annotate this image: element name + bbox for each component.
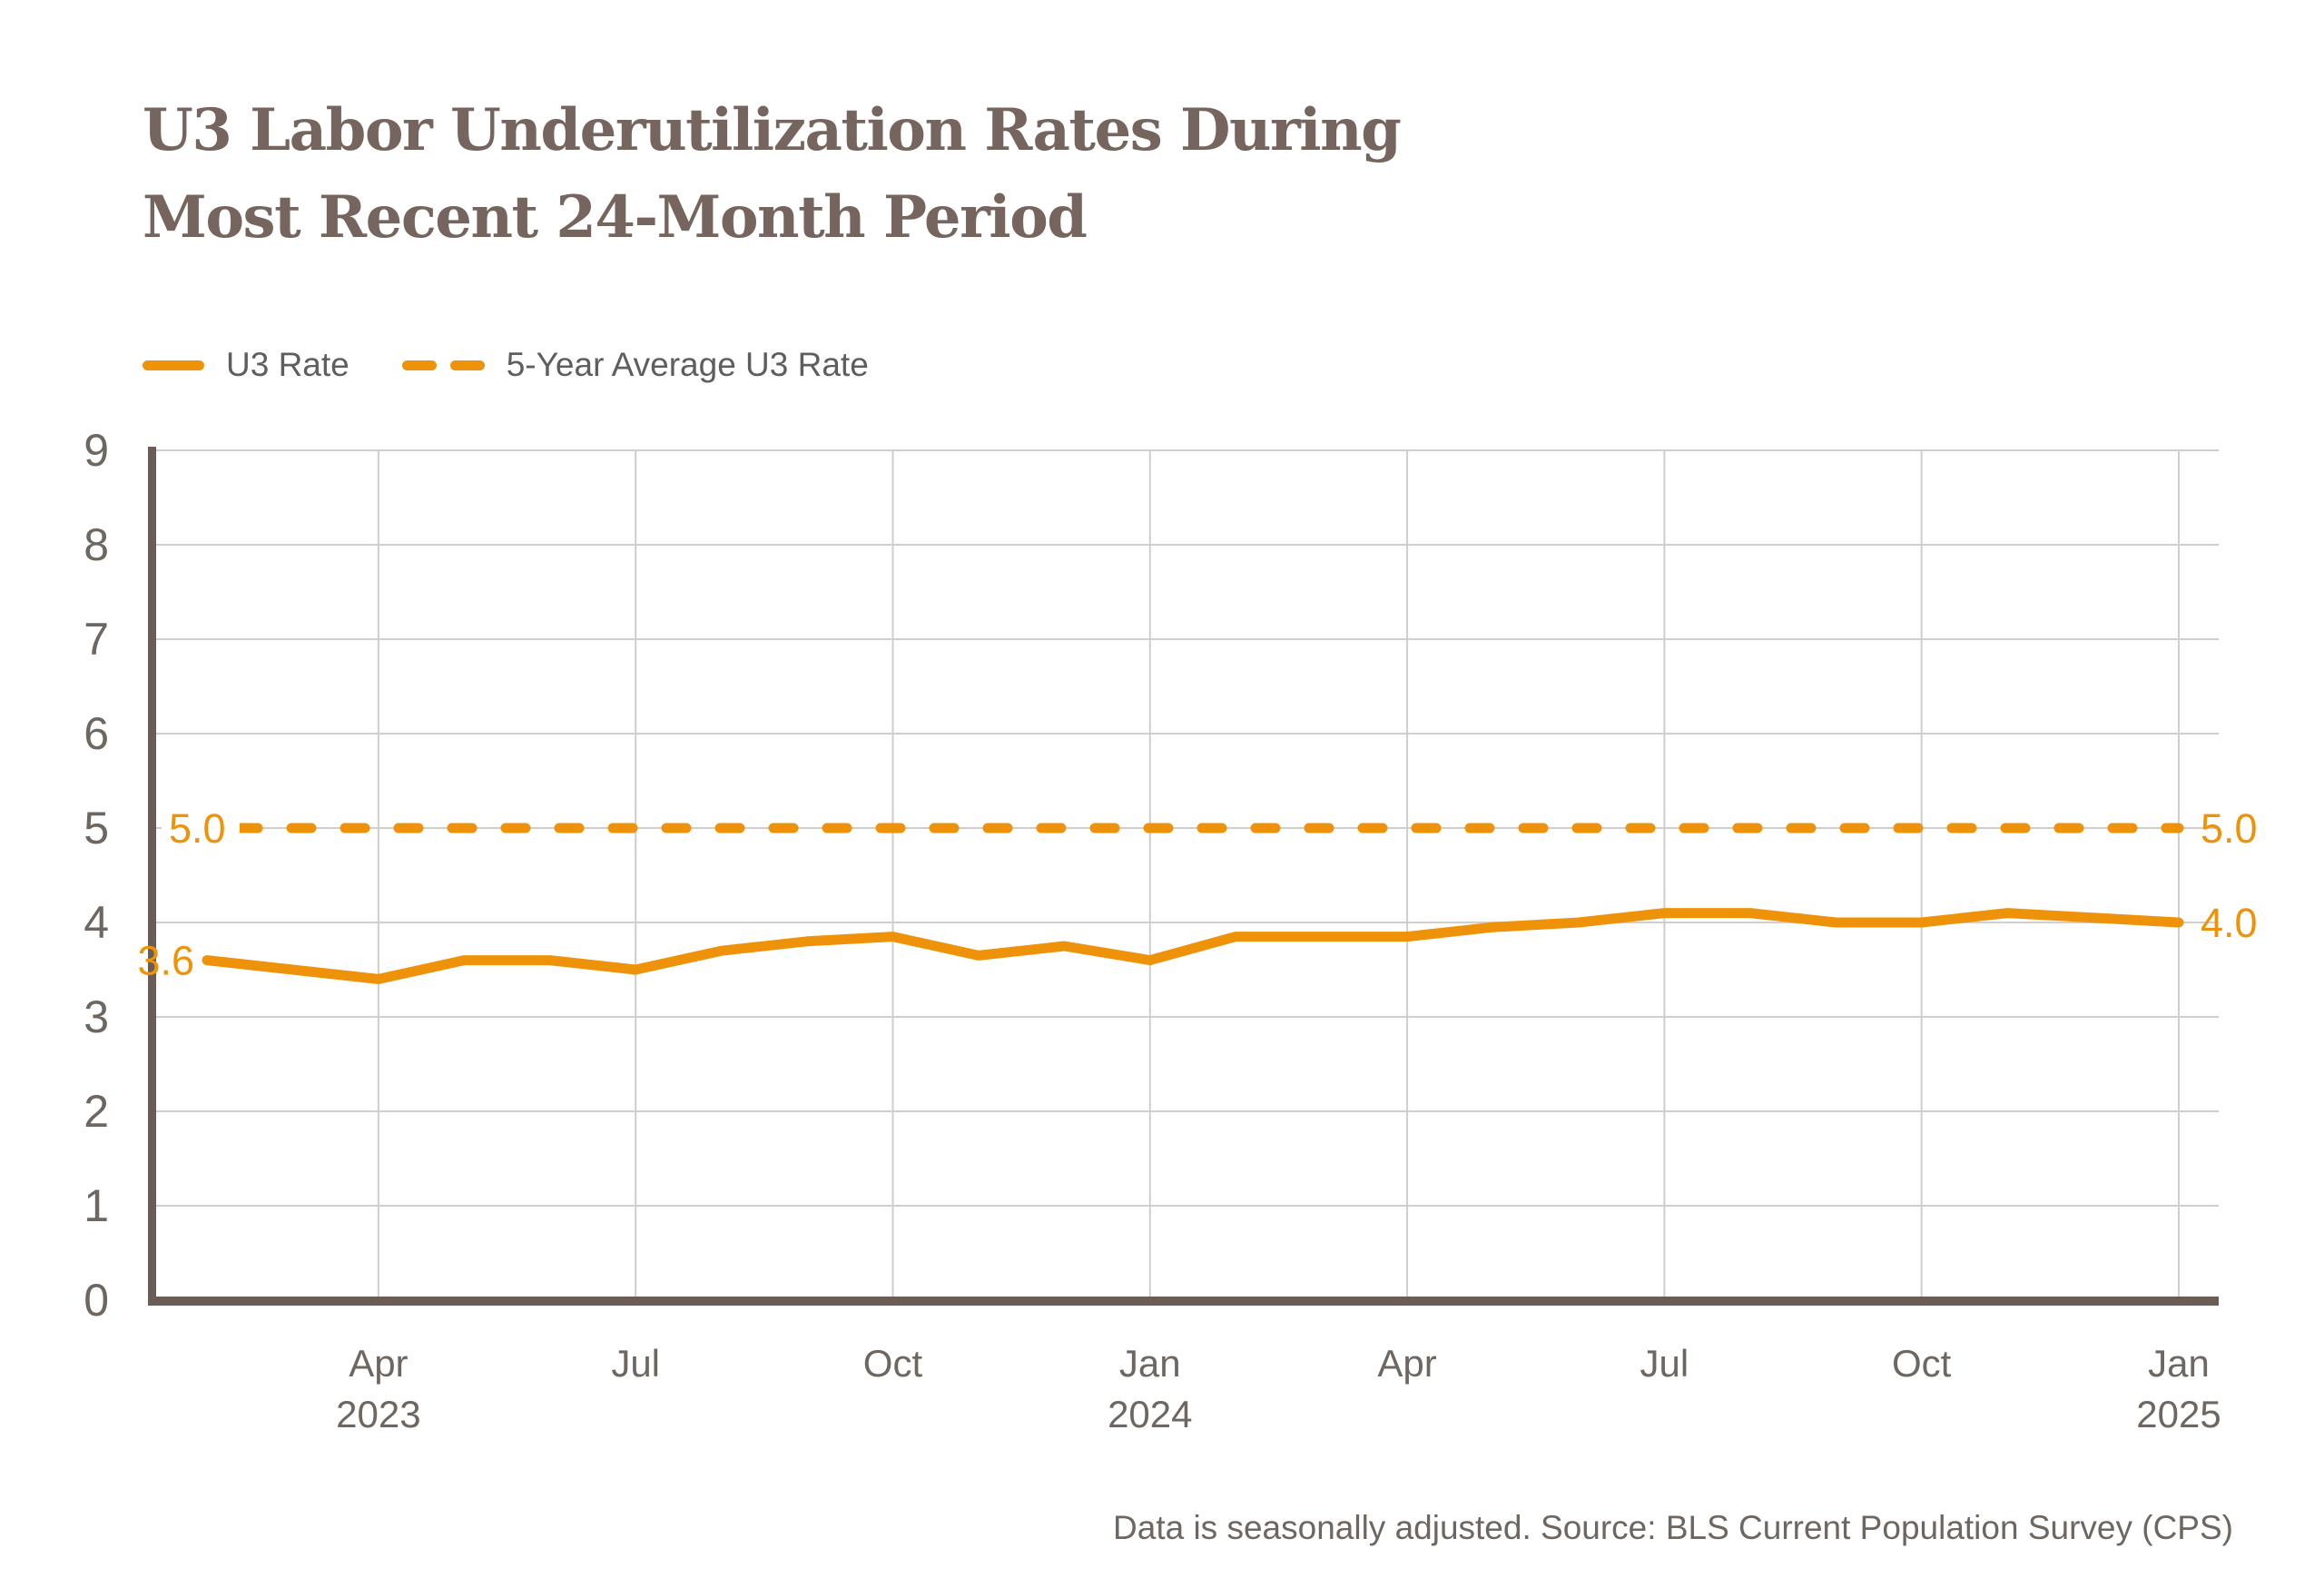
x-tick-label: Jan xyxy=(1119,1342,1181,1385)
y-tick-label: 9 xyxy=(84,425,109,476)
y-tick-label: 2 xyxy=(84,1086,109,1137)
legend-item-u3-rate: U3 Rate xyxy=(143,346,350,384)
y-tick-label: 3 xyxy=(84,991,109,1042)
x-tick-label: Apr xyxy=(349,1342,408,1385)
x-tick-label: Jul xyxy=(611,1342,660,1385)
gridlines xyxy=(148,449,2219,1298)
end-value-label: 4.0 xyxy=(2201,900,2258,946)
x-tick-year-label: 2024 xyxy=(1108,1393,1192,1435)
legend: U3 Rate 5-Year Average U3 Rate xyxy=(143,346,869,384)
x-tick-label: Oct xyxy=(863,1342,923,1385)
y-axis-line xyxy=(148,447,156,1306)
y-tick-label: 1 xyxy=(84,1180,109,1231)
x-tick-label: Apr xyxy=(1377,1342,1436,1385)
avg-value-label-left: 5.0 xyxy=(169,805,226,852)
x-tick-label: Oct xyxy=(1892,1342,1952,1385)
x-axis-labels: Apr 2023 Jul Oct Jan 2024 Apr Jul Oct Jan 2025 xyxy=(336,1342,2221,1435)
source-note: Data is seasonally adjusted. Source: BLS… xyxy=(1113,1509,2233,1546)
page-title: U3 Labor Underutilization Rates During Mo… xyxy=(143,87,1777,261)
y-tick-label: 7 xyxy=(84,614,109,665)
avg-label-backplate xyxy=(162,803,240,853)
legend-label-u3-rate: U3 Rate xyxy=(226,346,350,383)
y-tick-label: 8 xyxy=(84,519,109,570)
start-value-label: 3.6 xyxy=(137,938,194,984)
dashed-line-swatch xyxy=(401,360,485,370)
x-tick-year-label: 2025 xyxy=(2136,1393,2221,1435)
legend-label-5yr-average: 5-Year Average U3 Rate xyxy=(506,346,869,383)
legend-item-5yr-average: 5-Year Average U3 Rate xyxy=(401,346,869,384)
y-tick-label: 5 xyxy=(84,803,109,853)
y-tick-label: 6 xyxy=(84,708,109,759)
x-tick-label: Jan xyxy=(2148,1342,2210,1385)
title-line-1: U3 Labor Underutilization Rates During xyxy=(143,96,1402,164)
x-axis-line xyxy=(148,1297,2219,1306)
y-tick-label: 0 xyxy=(84,1275,109,1326)
x-tick-label: Jul xyxy=(1640,1342,1689,1385)
u3-rate-line xyxy=(202,908,2184,984)
x-tick-year-label: 2023 xyxy=(336,1393,420,1435)
y-axis-labels: 0 1 2 3 4 5 6 7 8 9 xyxy=(84,425,109,1326)
avg-value-label-right: 5.0 xyxy=(2201,805,2258,852)
y-tick-label: 4 xyxy=(84,897,109,948)
solid-line-swatch xyxy=(143,360,204,370)
title-line-2: Most Recent 24-Month Period xyxy=(143,183,1088,251)
